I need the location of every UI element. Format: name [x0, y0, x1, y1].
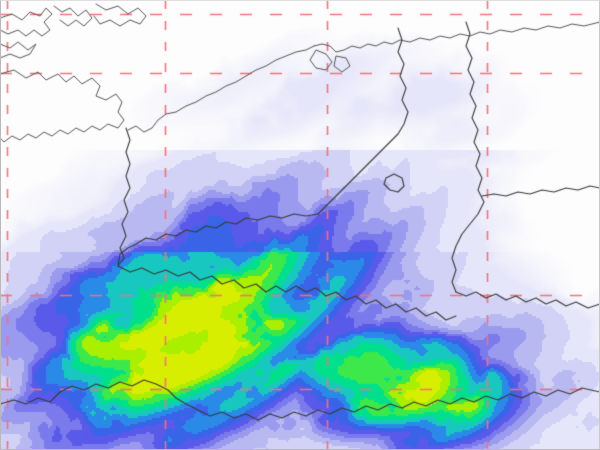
precipitation-raster-layer: [0, 0, 600, 450]
precipitation-map: [0, 0, 600, 450]
